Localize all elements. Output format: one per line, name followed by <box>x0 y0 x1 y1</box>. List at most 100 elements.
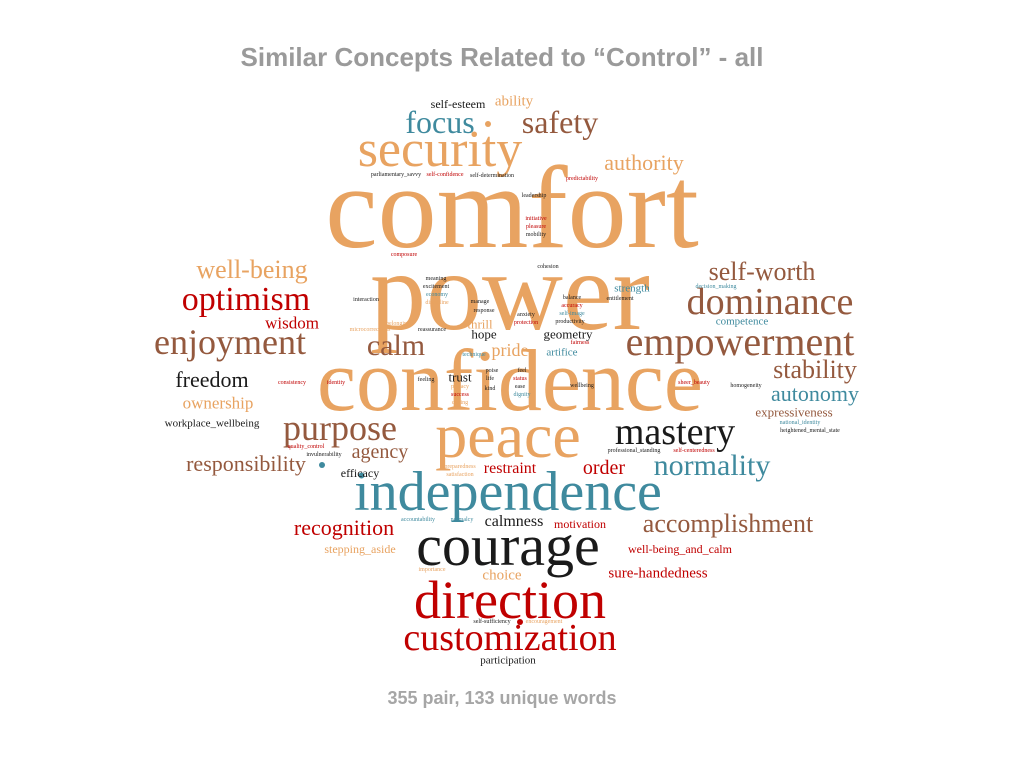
cloud-word: life <box>486 376 494 382</box>
cloud-word: self-centeredness <box>673 448 715 454</box>
cloud-word: belonging <box>386 321 410 327</box>
cloud-word: anxiety <box>517 312 535 318</box>
decorative-dot <box>319 462 325 468</box>
cloud-word: customization <box>403 617 617 659</box>
cloud-word: recognition <box>293 515 395 540</box>
cloud-word: autonomy <box>771 381 859 406</box>
cloud-word: ease <box>514 384 526 390</box>
cloud-word: response <box>473 308 495 314</box>
cloud-word: feel <box>517 368 527 374</box>
cloud-word: expressiveness <box>755 404 833 420</box>
cloud-word: homogeneity <box>730 383 762 389</box>
cloud-word: accuracy <box>561 303 583 309</box>
cloud-word: normalcy <box>450 517 474 523</box>
cloud-word: economy <box>426 292 448 298</box>
cloud-word: accomplishment <box>642 509 814 538</box>
cloud-word: authority <box>604 150 684 175</box>
cloud-word: normality <box>653 449 771 482</box>
cloud-word: reassurance <box>418 327 446 333</box>
cloud-word: dignity <box>513 392 531 398</box>
cloud-word: parliamentary_savvy <box>370 172 422 178</box>
cloud-word: order <box>582 457 626 479</box>
cloud-word: initiative <box>525 216 547 222</box>
cloud-word: strength <box>614 282 650 295</box>
cloud-word: self-worth <box>708 257 816 286</box>
cloud-word: invulnerability <box>306 452 342 458</box>
cloud-word: self-sufficiency <box>473 619 511 625</box>
cloud-word: excitement <box>422 284 450 290</box>
cloud-word: privacy <box>451 384 469 390</box>
decorative-dot <box>517 619 523 625</box>
cloud-word: technique <box>462 352 486 358</box>
cloud-word: empowerment <box>625 319 855 364</box>
cloud-word: manage <box>470 299 490 305</box>
cloud-word: direction <box>414 570 606 630</box>
cloud-word: wisdom <box>265 313 319 333</box>
cloud-word: power <box>370 230 650 354</box>
cloud-word: professional_standing <box>607 448 661 454</box>
decorative-dot <box>485 121 491 127</box>
cloud-word: motivation <box>554 517 606 531</box>
cloud-word: self-confidence <box>426 172 464 178</box>
cloud-word: comfort <box>325 142 699 273</box>
cloud-word: kind <box>484 386 496 392</box>
cloud-word: entitlement <box>606 296 634 302</box>
cloud-word: status <box>513 376 527 382</box>
cloud-word: well-being <box>196 255 308 284</box>
cloud-word: national_identity <box>779 420 821 426</box>
cloud-word: balance <box>562 295 582 301</box>
cloud-word: coping <box>451 400 469 406</box>
cloud-word: calm <box>366 329 426 362</box>
cloud-word: safety <box>521 104 599 140</box>
cloud-word: cohesion <box>537 264 559 270</box>
cloud-word: well-being_and_calm <box>628 542 732 556</box>
cloud-word: poise <box>485 368 499 374</box>
cloud-word: importance <box>418 567 446 573</box>
cloud-word: stepping_aside <box>324 542 396 556</box>
cloud-word: pleasure <box>526 224 546 230</box>
cloud-word: self-determination <box>470 173 514 179</box>
cloud-word: wellbeing <box>570 383 594 389</box>
cloud-word: leadership <box>521 193 547 199</box>
cloud-word: meaning <box>425 276 447 282</box>
cloud-word: enjoyment <box>154 322 306 362</box>
cloud-word: ownership <box>182 393 254 413</box>
page-title: Similar Concepts Related to “Control” - … <box>240 42 764 72</box>
cloud-word: workplace_wellbeing <box>164 417 260 430</box>
cloud-word: preparedness <box>444 464 476 470</box>
cloud-word: ability <box>494 93 534 110</box>
cloud-word: protection <box>513 320 539 326</box>
cloud-word: heightened_mental_state <box>780 428 840 434</box>
cloud-word: agency <box>351 441 409 463</box>
cloud-word: self-esteem <box>430 97 486 111</box>
cloud-word: interaction <box>353 297 379 303</box>
cloud-word: consistency <box>278 380 306 386</box>
cloud-word: freedom <box>175 367 249 392</box>
cloud-word: encouragement <box>525 619 563 625</box>
cloud-word: purpose <box>283 408 397 448</box>
cloud-word: microcorrections <box>349 327 391 333</box>
cloud-word: fairness <box>570 340 590 346</box>
cloud-word: predictability <box>566 176 598 182</box>
cloud-word: trust <box>448 369 472 385</box>
cloud-word: optimism <box>181 281 311 318</box>
cloud-word: geometry <box>543 326 593 342</box>
cloud-word: thrill <box>467 316 493 332</box>
cloud-word: artifice <box>546 346 578 359</box>
cloud-word: mastery <box>614 411 736 453</box>
cloud-word: accountability <box>401 517 435 523</box>
cloud-word: calmness <box>484 513 544 530</box>
cloud-word: stability <box>773 355 857 384</box>
cloud-word: discipline <box>425 300 449 306</box>
cloud-word: composure <box>390 252 418 258</box>
cloud-word: confidence <box>317 333 703 430</box>
cloud-word: restraint <box>483 460 537 477</box>
cloud-word: satisfaction <box>446 472 474 478</box>
cloud-word: choice <box>482 567 522 584</box>
cloud-word: independence <box>354 461 662 523</box>
cloud-word: feeling <box>417 377 435 383</box>
cloud-word: security <box>357 121 523 178</box>
cloud-word: competence <box>715 315 769 328</box>
cloud-word: responsibility <box>186 451 306 476</box>
